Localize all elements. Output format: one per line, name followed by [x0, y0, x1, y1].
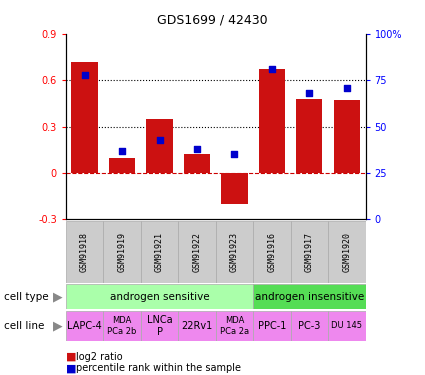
- Text: percentile rank within the sample: percentile rank within the sample: [76, 363, 241, 373]
- Bar: [253, 310, 291, 341]
- Text: cell line: cell line: [4, 321, 45, 331]
- Text: androgen insensitive: androgen insensitive: [255, 292, 364, 302]
- Text: GSM91916: GSM91916: [267, 232, 276, 272]
- Bar: [291, 221, 328, 283]
- Text: GSM91921: GSM91921: [155, 232, 164, 272]
- Bar: [221, 173, 247, 204]
- Bar: [178, 221, 215, 283]
- Bar: [184, 154, 210, 173]
- Bar: [103, 310, 141, 341]
- Bar: [66, 284, 253, 309]
- Text: GSM91917: GSM91917: [305, 232, 314, 272]
- Bar: [66, 221, 103, 283]
- Point: [269, 66, 275, 72]
- Point: [343, 85, 350, 91]
- Bar: [253, 221, 291, 283]
- Text: cell type: cell type: [4, 292, 49, 302]
- Text: ▶: ▶: [53, 320, 62, 332]
- Text: GSM91922: GSM91922: [193, 232, 201, 272]
- Bar: [328, 221, 366, 283]
- Point: [119, 148, 125, 154]
- Point: [193, 146, 200, 152]
- Bar: [296, 99, 323, 173]
- Bar: [291, 310, 328, 341]
- Text: MDA
PCa 2a: MDA PCa 2a: [220, 316, 249, 336]
- Text: MDA
PCa 2b: MDA PCa 2b: [108, 316, 137, 336]
- Bar: [141, 310, 178, 341]
- Bar: [215, 221, 253, 283]
- Bar: [146, 119, 173, 173]
- Bar: [253, 284, 366, 309]
- Bar: [141, 221, 178, 283]
- Text: ▶: ▶: [53, 290, 62, 303]
- Bar: [103, 221, 141, 283]
- Text: PC-3: PC-3: [298, 321, 320, 331]
- Bar: [178, 310, 215, 341]
- Text: GSM91919: GSM91919: [118, 232, 127, 272]
- Bar: [109, 158, 135, 173]
- Text: DU 145: DU 145: [331, 321, 362, 330]
- Text: androgen sensitive: androgen sensitive: [110, 292, 210, 302]
- Text: ■: ■: [66, 363, 76, 373]
- Bar: [334, 100, 360, 173]
- Text: 22Rv1: 22Rv1: [181, 321, 212, 331]
- Point: [231, 152, 238, 157]
- Text: LAPC-4: LAPC-4: [67, 321, 102, 331]
- Text: GSM91918: GSM91918: [80, 232, 89, 272]
- Text: GDS1699 / 42430: GDS1699 / 42430: [157, 13, 268, 26]
- Text: PPC-1: PPC-1: [258, 321, 286, 331]
- Text: GSM91920: GSM91920: [342, 232, 351, 272]
- Point: [306, 90, 313, 96]
- Text: log2 ratio: log2 ratio: [76, 352, 122, 362]
- Text: GSM91923: GSM91923: [230, 232, 239, 272]
- Point: [156, 136, 163, 142]
- Bar: [328, 310, 366, 341]
- Bar: [215, 310, 253, 341]
- Bar: [71, 62, 98, 173]
- Text: LNCa
P: LNCa P: [147, 315, 172, 337]
- Text: ■: ■: [66, 352, 76, 362]
- Point: [81, 72, 88, 78]
- Bar: [66, 310, 103, 341]
- Bar: [259, 69, 285, 173]
